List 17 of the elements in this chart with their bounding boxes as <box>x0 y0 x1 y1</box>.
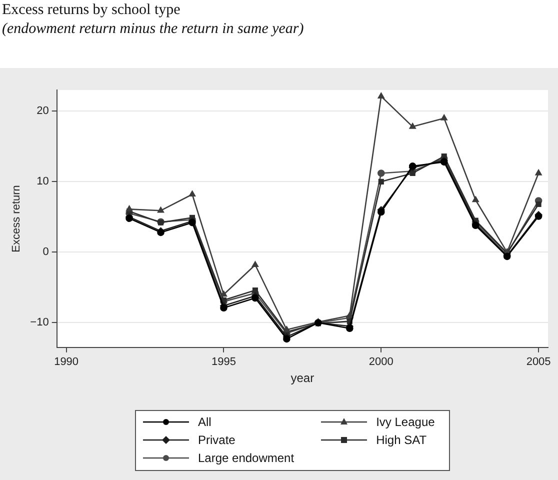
x-tick-label: 1990 <box>54 356 79 368</box>
x-tick-label: 2005 <box>526 356 551 368</box>
legend-label: Ivy League <box>376 415 435 429</box>
y-tick-label: 10 <box>36 176 49 188</box>
legend-label: All <box>198 415 212 429</box>
chart-title: Excess returns by school type <box>2 1 182 20</box>
legend-label: Private <box>198 433 236 447</box>
y-tick-label: 0 <box>42 246 49 258</box>
x-tick-label: 1995 <box>211 356 236 368</box>
x-axis-title: year <box>290 371 314 386</box>
chart-subtitle: (endowment return minus the return in same year) <box>2 20 304 39</box>
legend-label: High SAT <box>376 433 427 447</box>
y-tick-label: 20 <box>36 105 49 118</box>
y-tick-label: −10 <box>30 316 49 329</box>
x-tick-label: 2000 <box>368 356 394 368</box>
y-axis-title: Excess return <box>10 185 23 252</box>
legend-label: Large endowment <box>198 451 294 465</box>
